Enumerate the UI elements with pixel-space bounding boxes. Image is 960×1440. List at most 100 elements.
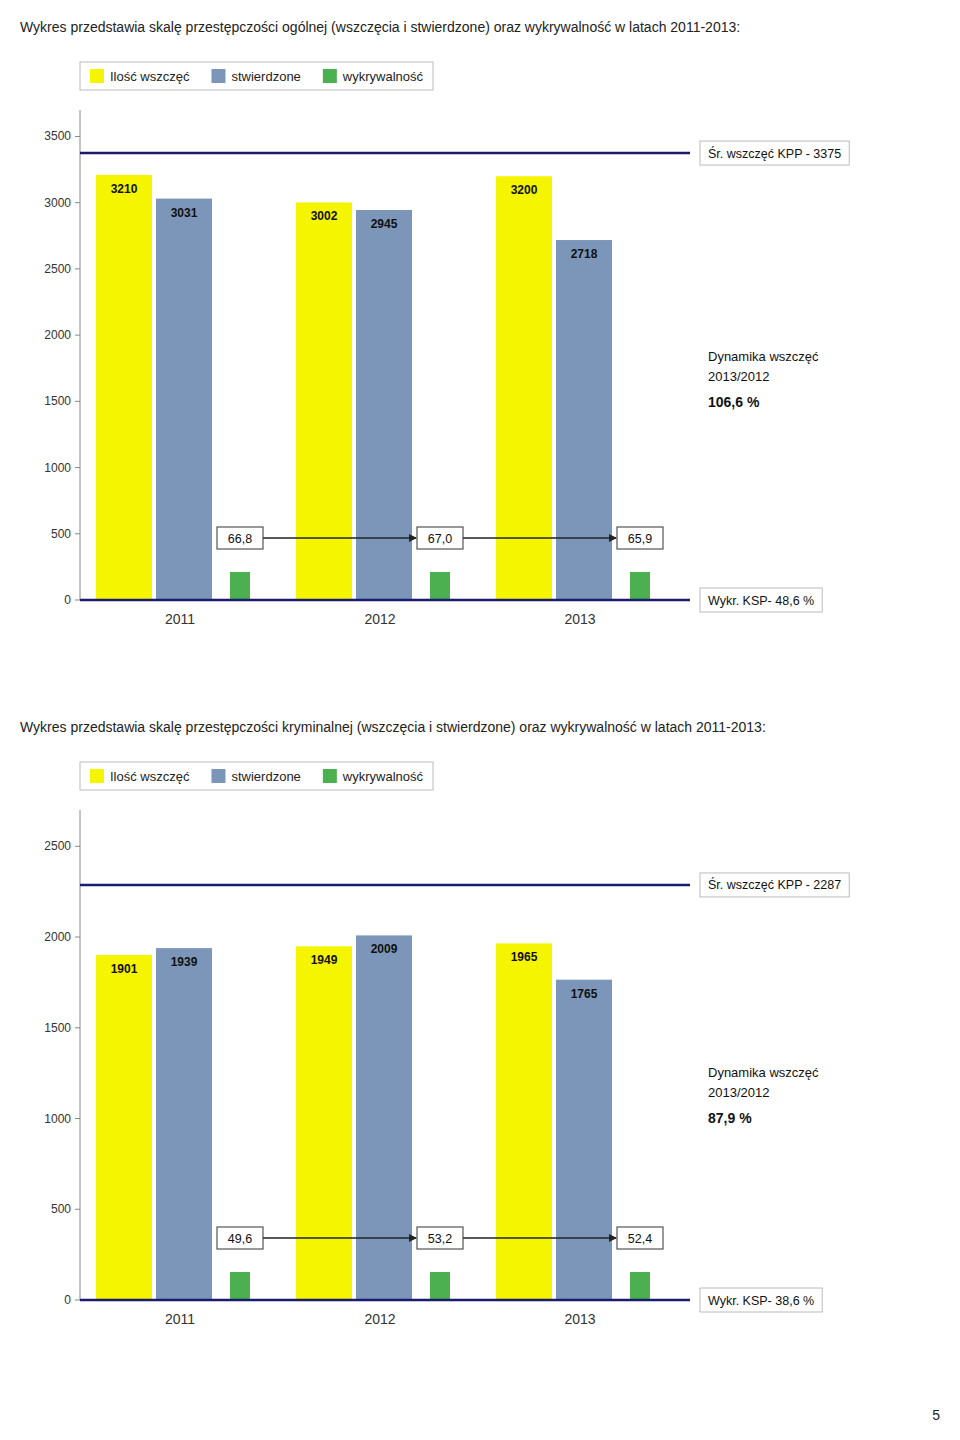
reference-label: Śr. wszczęć KPP - 3375 [708,146,841,161]
value-box: 65,9 [617,527,663,549]
series-marker [230,1272,250,1300]
x-tick-label: 2012 [364,611,395,627]
legend: Ilość wszczęćstwierdzonewykrywalność [80,762,433,790]
reference-label-group: Wykr. KSP- 38,6 % [700,1288,822,1312]
reference-label: Wykr. KSP- 38,6 % [708,1294,814,1308]
legend-swatch [323,69,337,83]
reference-label-box [700,1288,822,1312]
y-tick [75,136,80,137]
marks [96,175,612,600]
y-tick-label: 0 [64,593,71,607]
x-tick-label: 2011 [165,1311,195,1327]
reference-label-group: Śr. wszczęć KPP - 2287 [700,873,849,897]
labels: 19011949196519392009176549,653,252,4 [111,942,663,1300]
legend-label: wykrywalność [342,69,424,84]
y-tick-label: 1500 [44,394,71,408]
data-label: 1949 [311,953,338,967]
value-box-frame [217,527,263,549]
value-label: 53,2 [428,1232,452,1246]
legend-swatch [323,769,337,783]
y-tick [75,937,80,938]
y-tick-label: 0 [64,1293,71,1307]
title: Wykres przedstawia skalę przestępczości … [20,719,766,735]
value-box-frame [417,1227,463,1249]
annotation: 2013/2012 [708,369,769,384]
bar [356,935,412,1300]
y-tick [75,1118,80,1119]
annotation: 2013/2012 [708,1085,769,1100]
value-label: 65,9 [628,532,652,546]
connector-arrow [263,1237,416,1239]
series-marker [430,1272,450,1300]
legend-label: stwierdzone [231,69,300,84]
y-tick-label: 3000 [44,196,71,210]
x-tick-label: 2013 [564,1311,595,1327]
bar [296,202,352,600]
legend-frame [80,762,433,790]
marks [96,935,612,1300]
bar [96,955,152,1300]
legend-swatch [211,69,225,83]
reference-line [80,1299,690,1302]
reference-line [80,884,690,887]
y-tick [75,401,80,402]
data-label: 2945 [371,217,398,231]
annotation: 106,6 % [708,394,760,410]
series-marker [630,572,650,600]
x-tick-label: 2011 [165,611,195,627]
y-tick [75,202,80,203]
value-box-frame [417,527,463,549]
bar [156,948,212,1300]
x-tick-label: 2012 [364,1311,395,1327]
y-tick [75,600,80,601]
data-label: 1901 [111,962,138,976]
title-line: Wykres przedstawia skalę przestępczości … [20,19,740,35]
y-tick-label: 2000 [44,328,71,342]
y-tick [75,467,80,468]
annotation: 87,9 % [708,1110,752,1126]
y-tick-label: 500 [51,527,71,541]
annotation: Dynamika wszczęć [708,349,819,364]
y-axis [80,810,81,1300]
value-label: 66,8 [228,532,252,546]
data-label: 3031 [171,206,198,220]
bar [556,240,612,600]
y-tick [75,1300,80,1301]
y-tick-label: 3500 [44,129,71,143]
annotation: Dynamika wszczęć [708,1065,819,1080]
reference-label-box [700,873,849,897]
bar [296,946,352,1300]
y-tick-label: 1000 [44,461,71,475]
chart: Wykres przedstawia skalę przestępczości … [20,719,849,1327]
reference-label: Śr. wszczęć KPP - 2287 [708,877,841,892]
value-box: 67,0 [417,527,463,549]
page-number: 5 [932,1407,940,1423]
background [0,0,960,1440]
legend-label: Ilość wszczęć [110,769,190,784]
data-label: 3210 [111,182,138,196]
y-tick-label: 2000 [44,930,71,944]
data-label: 1965 [511,950,538,964]
y-tick-label: 2500 [44,839,71,853]
value-label: 67,0 [428,532,452,546]
value-box-frame [617,1227,663,1249]
reference-line [80,152,690,155]
reference-label-box [700,141,849,165]
bar [496,176,552,600]
reference-label-group: Śr. wszczęć KPP - 3375 [700,141,849,165]
value-box: 49,6 [217,1227,263,1249]
series-marker [630,1272,650,1300]
reference-label: Wykr. KSP- 48,6 % [708,594,814,608]
y-tick [75,335,80,336]
data-label: 2009 [371,942,398,956]
y-tick-label: 1500 [44,1021,71,1035]
bar [356,210,412,600]
value-label: 52,4 [628,1232,652,1246]
legend: Ilość wszczęćstwierdzonewykrywalność [80,62,433,90]
title: Wykres przedstawia skalę przestępczości … [20,19,740,35]
data-label: 3200 [511,183,538,197]
connector-arrow [463,537,616,539]
data-label: 1765 [571,987,598,1001]
series-marker [430,572,450,600]
y-tick [75,846,80,847]
